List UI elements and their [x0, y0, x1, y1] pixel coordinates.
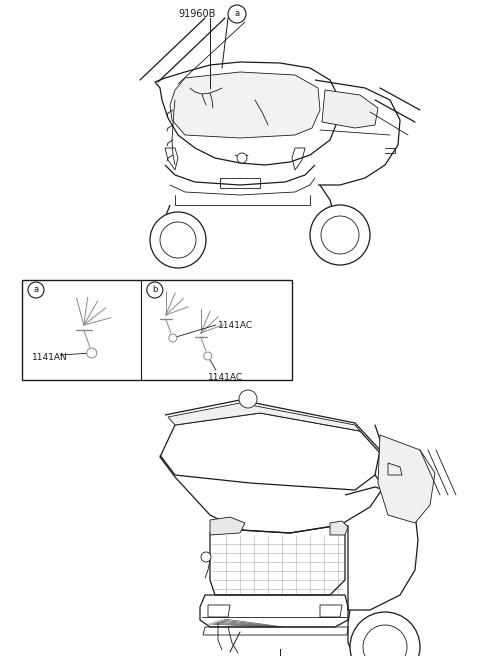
- Circle shape: [237, 153, 247, 163]
- Circle shape: [169, 334, 177, 342]
- Circle shape: [310, 205, 370, 265]
- Text: b: b: [152, 285, 157, 295]
- Text: 1141AC: 1141AC: [208, 373, 243, 382]
- Text: 91960B: 91960B: [178, 9, 216, 19]
- Polygon shape: [322, 90, 378, 128]
- Circle shape: [28, 282, 44, 298]
- Circle shape: [228, 5, 246, 23]
- Circle shape: [363, 625, 407, 656]
- Polygon shape: [168, 403, 360, 431]
- Polygon shape: [378, 435, 435, 523]
- Polygon shape: [330, 521, 348, 535]
- Circle shape: [150, 212, 206, 268]
- Circle shape: [350, 612, 420, 656]
- Circle shape: [201, 552, 211, 562]
- Circle shape: [321, 216, 359, 254]
- Bar: [22, 280, 292, 380]
- Circle shape: [239, 390, 257, 408]
- Circle shape: [160, 222, 196, 258]
- Polygon shape: [170, 72, 320, 138]
- Polygon shape: [388, 463, 402, 475]
- Text: a: a: [34, 285, 38, 295]
- Circle shape: [204, 352, 212, 360]
- Text: 1141AN: 1141AN: [32, 352, 68, 361]
- Text: 1141AC: 1141AC: [218, 321, 253, 329]
- Text: a: a: [234, 9, 240, 18]
- Polygon shape: [210, 517, 245, 535]
- Circle shape: [87, 348, 97, 358]
- Circle shape: [147, 282, 163, 298]
